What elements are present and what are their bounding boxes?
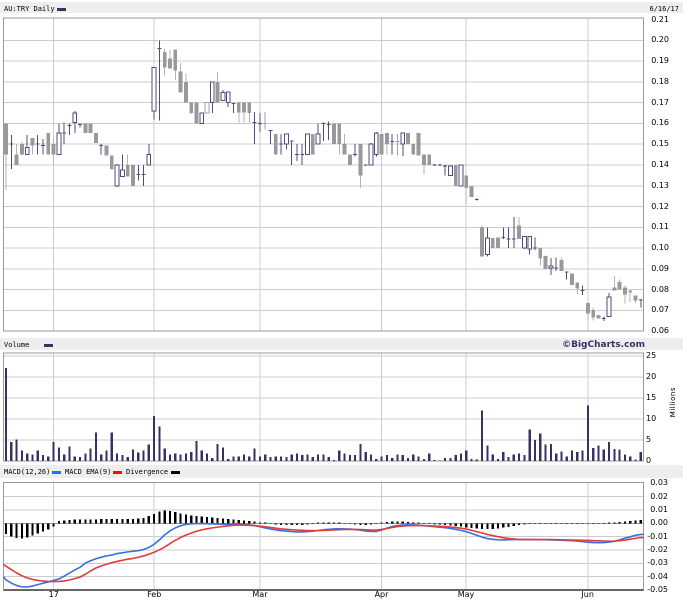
macd-axis-tick: 0.01 [650, 505, 668, 515]
price-axis-tick: 0.16 [651, 118, 669, 128]
price-axis-tick: 0.21 [651, 14, 669, 24]
price-axis-tick: 0.18 [651, 76, 669, 86]
volume-axis-tick: 5 [646, 435, 652, 444]
chart-date: 6/16/17 [649, 5, 679, 13]
macd-legend-swatch [52, 471, 61, 474]
divergence-legend-swatch [171, 471, 180, 474]
price-axis-tick: 0.14 [651, 160, 669, 169]
bigcharts-watermark: ©BigCharts.com [562, 340, 645, 350]
price-axis-tick: 0.07 [651, 305, 669, 315]
x-axis-month-label: 17 [48, 590, 59, 599]
price-axis-tick: 0.11 [651, 222, 669, 232]
price-axis-tick: 0.12 [651, 201, 669, 211]
price-axis-tick: 0.19 [651, 56, 669, 66]
x-axis-month-label: Apr [374, 590, 389, 599]
volume-axis-tick: 15 [646, 393, 657, 402]
price-axis-tick: 0.20 [651, 35, 669, 45]
macd-axis-tick: -0.02 [647, 544, 668, 554]
price-axis-tick: 0.09 [651, 263, 669, 273]
macd-label: MACD(12,26) [4, 468, 51, 476]
price-legend-swatch [57, 8, 66, 11]
volume-header-strip: Volume ©BigCharts.com [0, 338, 683, 350]
macd-header-strip: MACD(12,26) MACD EMA(9) Divergence [0, 465, 683, 478]
divergence-label: Divergence [126, 468, 169, 476]
symbol-title: AU:TRY Daily [4, 5, 55, 13]
macd-axis-tick: -0.04 [647, 571, 668, 581]
x-axis-month-label: May [457, 590, 475, 599]
x-axis-month-label: Feb [147, 590, 162, 599]
x-axis-month-label: Jun [581, 590, 594, 599]
volume-label: Volume [4, 341, 30, 349]
x-axis-month-label: Mar [252, 590, 268, 599]
macd-axis-tick: 0.03 [650, 478, 668, 488]
price-axis-tick: 0.17 [651, 97, 669, 107]
volume-axis-tick: 0 [646, 456, 652, 465]
volume-axis-tick: 10 [646, 414, 657, 423]
volume-legend-swatch [44, 344, 53, 347]
price-axis-tick: 0.10 [651, 243, 669, 253]
macd-ema-label: MACD EMA(9) [65, 468, 112, 476]
macd-axis-tick: -0.01 [647, 531, 668, 541]
macd-axis-tick: 0.00 [650, 518, 668, 528]
price-header-strip: AU:TRY Daily 6/16/17 [0, 2, 683, 13]
price-axis-tick: 0.08 [651, 284, 669, 294]
macd-ema-legend-swatch [113, 471, 122, 474]
macd-axis-tick: -0.05 [647, 584, 668, 594]
macd-axis-tick: 0.02 [650, 491, 668, 501]
volume-axis-tick: 20 [646, 372, 657, 381]
price-axis-tick: 0.06 [651, 326, 669, 336]
volume-axis-unit: Millions [669, 387, 677, 418]
macd-axis-tick: -0.03 [647, 558, 668, 568]
price-axis-tick: 0.13 [651, 180, 669, 190]
price-axis-tick: 0.15 [651, 139, 669, 149]
volume-axis-tick: 25 [646, 351, 657, 360]
